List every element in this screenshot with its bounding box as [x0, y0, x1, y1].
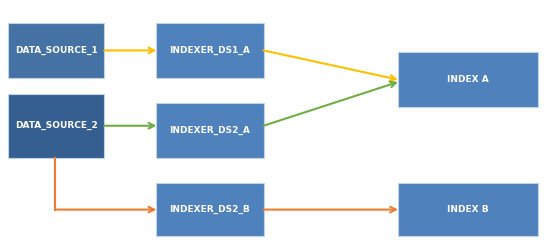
FancyBboxPatch shape [156, 103, 264, 158]
Text: INDEX B: INDEX B [447, 205, 489, 214]
Text: INDEXER_DS2_B: INDEXER_DS2_B [170, 205, 250, 214]
FancyBboxPatch shape [398, 52, 538, 107]
FancyBboxPatch shape [8, 94, 104, 158]
FancyBboxPatch shape [156, 183, 264, 236]
Text: DATA_SOURCE_2: DATA_SOURCE_2 [15, 121, 98, 130]
FancyBboxPatch shape [156, 23, 264, 78]
Text: DATA_SOURCE_1: DATA_SOURCE_1 [15, 46, 98, 55]
Text: INDEXER_DS2_A: INDEXER_DS2_A [170, 126, 250, 135]
FancyBboxPatch shape [398, 183, 538, 236]
FancyBboxPatch shape [8, 23, 104, 78]
Text: INDEXER_DS1_A: INDEXER_DS1_A [170, 46, 250, 55]
Text: INDEX A: INDEX A [447, 75, 489, 84]
